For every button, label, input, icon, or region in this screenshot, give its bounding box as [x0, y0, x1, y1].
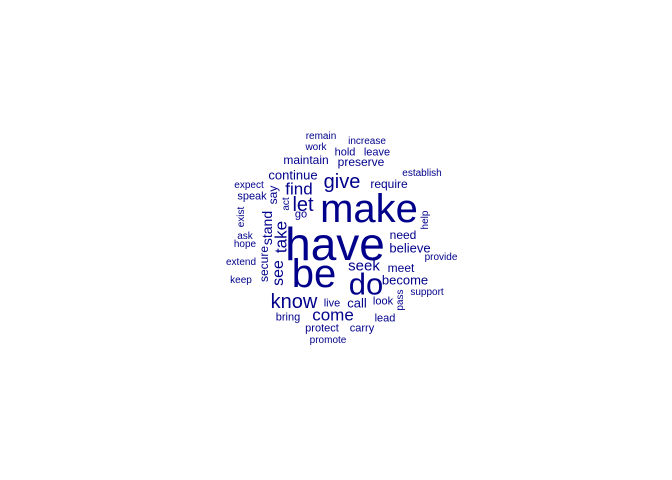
word-remain: remain [305, 131, 337, 142]
word-act: act [281, 197, 292, 211]
word-call: call [347, 295, 367, 311]
word-take: take [271, 220, 291, 254]
word-give: give [323, 171, 361, 193]
word-live: live [323, 297, 341, 310]
word-ask: ask [237, 231, 253, 242]
word-extend: extend [225, 257, 257, 268]
word-pass: pass [395, 289, 406, 311]
word-expect: expect [234, 180, 264, 191]
word-maintain: maintain [283, 153, 329, 167]
word-increase: increase [348, 136, 386, 147]
word-exist: exist [236, 206, 247, 228]
word-do: do [348, 266, 384, 302]
word-carry: carry [349, 322, 375, 335]
word-promote: promote [309, 335, 347, 346]
word-stand: stand [259, 210, 275, 246]
word-lead: lead [374, 312, 396, 325]
word-make: make [320, 187, 418, 231]
word-support: support [410, 287, 444, 298]
word-meet: meet [387, 261, 415, 275]
word-come: come [312, 305, 354, 325]
word-go: go [294, 208, 308, 221]
word-continue: continue [268, 167, 318, 183]
word-protect: protect [305, 322, 339, 335]
word-find: find [285, 179, 313, 199]
word-look: look [372, 295, 394, 308]
word-help: help [420, 210, 431, 230]
word-preserve: preserve [337, 155, 385, 169]
word-become: become [381, 272, 429, 288]
word-let: let [292, 194, 314, 216]
word-establish: establish [402, 168, 442, 179]
word-provide: provide [424, 252, 458, 263]
word-require: require [370, 177, 408, 191]
word-hold: hold [334, 146, 356, 159]
word-see: see [270, 260, 287, 286]
word-be: be [291, 252, 337, 296]
word-keep: keep [230, 275, 252, 286]
word-have: have [285, 218, 385, 270]
word-speak: speak [237, 190, 267, 203]
word-leave: leave [363, 146, 391, 159]
word-say: say [266, 185, 280, 205]
word-know: know [270, 291, 318, 313]
word-hope: hope [233, 239, 257, 250]
word-need: need [389, 228, 417, 242]
word-work: work [305, 142, 327, 153]
word-bring: bring [275, 311, 301, 324]
word-believe: believe [389, 240, 431, 256]
word-secure: secure [257, 245, 271, 283]
word-seek: seek [348, 257, 380, 275]
